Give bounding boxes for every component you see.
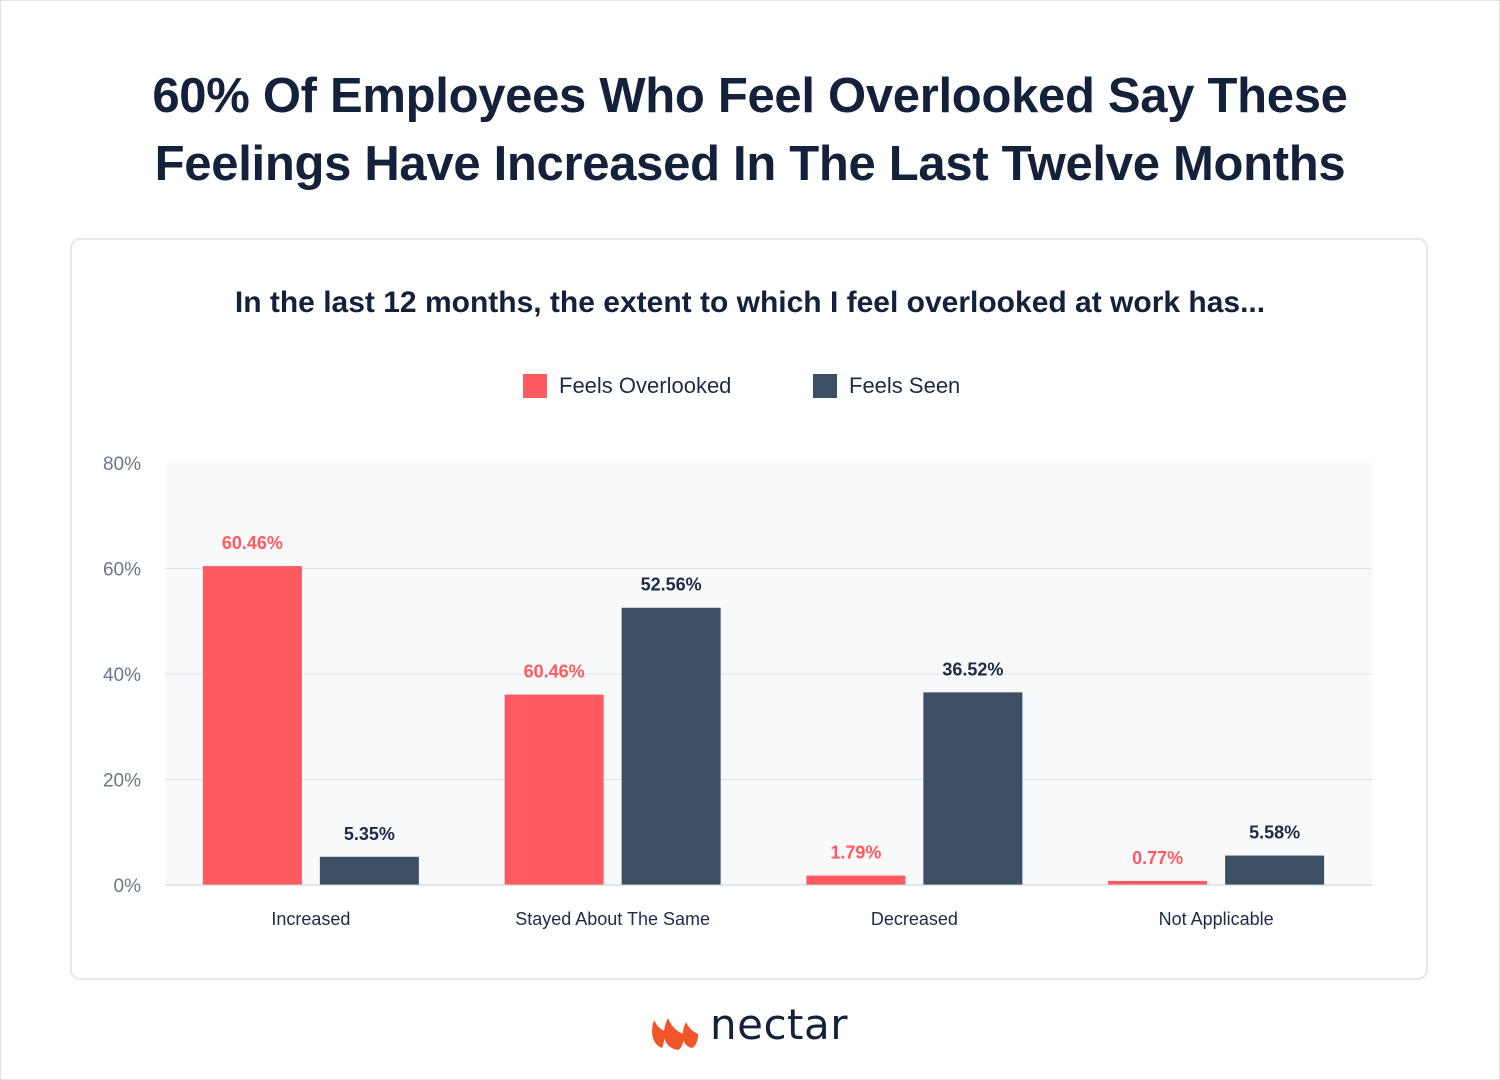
data-label: 52.56% bbox=[641, 575, 702, 595]
nectar-flame-logo-icon bbox=[652, 1018, 698, 1050]
data-label: 60.46% bbox=[524, 662, 585, 682]
chart-title: In the last 12 months, the extent to whi… bbox=[234, 286, 1266, 319]
data-label: 60.46% bbox=[222, 533, 283, 553]
page-title: 60% Of Employees Who Feel Overlooked Say… bbox=[0, 62, 1500, 198]
bar bbox=[806, 875, 906, 885]
data-label: 5.35% bbox=[344, 824, 395, 844]
y-tick-label: 0% bbox=[114, 876, 142, 897]
nectar-logo: nectar bbox=[648, 1000, 858, 1056]
y-tick-label: 20% bbox=[103, 771, 141, 792]
y-tick-label: 40% bbox=[103, 665, 141, 686]
bar bbox=[1225, 855, 1325, 885]
y-tick-label: 80% bbox=[103, 454, 141, 475]
legend-swatch-seen bbox=[813, 374, 837, 398]
bar bbox=[202, 566, 302, 885]
x-tick-label: Stayed About The Same bbox=[515, 909, 710, 929]
bar bbox=[923, 692, 1023, 885]
x-tick-label: Not Applicable bbox=[1159, 909, 1274, 929]
data-label: 1.79% bbox=[830, 843, 881, 863]
data-label: 0.77% bbox=[1132, 848, 1183, 868]
nectar-logo-text: nectar bbox=[710, 1000, 849, 1049]
bar bbox=[1108, 880, 1208, 885]
x-tick-label: Decreased bbox=[871, 909, 958, 929]
legend-swatch-overlooked bbox=[523, 374, 547, 398]
x-tick-label: Increased bbox=[271, 909, 350, 929]
bar bbox=[621, 607, 721, 885]
legend-label-seen: Feels Seen bbox=[849, 373, 961, 398]
data-label: 5.58% bbox=[1249, 823, 1300, 843]
bar bbox=[319, 856, 419, 885]
bar bbox=[504, 694, 604, 885]
page-title-line-1: 60% Of Employees Who Feel Overlooked Say… bbox=[152, 69, 1348, 123]
data-label: 36.52% bbox=[942, 659, 1003, 679]
y-tick-label: 60% bbox=[103, 560, 141, 581]
page-title-line-2: Feelings Have Increased In The Last Twel… bbox=[154, 137, 1346, 191]
legend-label-overlooked: Feels Overlooked bbox=[559, 373, 732, 398]
